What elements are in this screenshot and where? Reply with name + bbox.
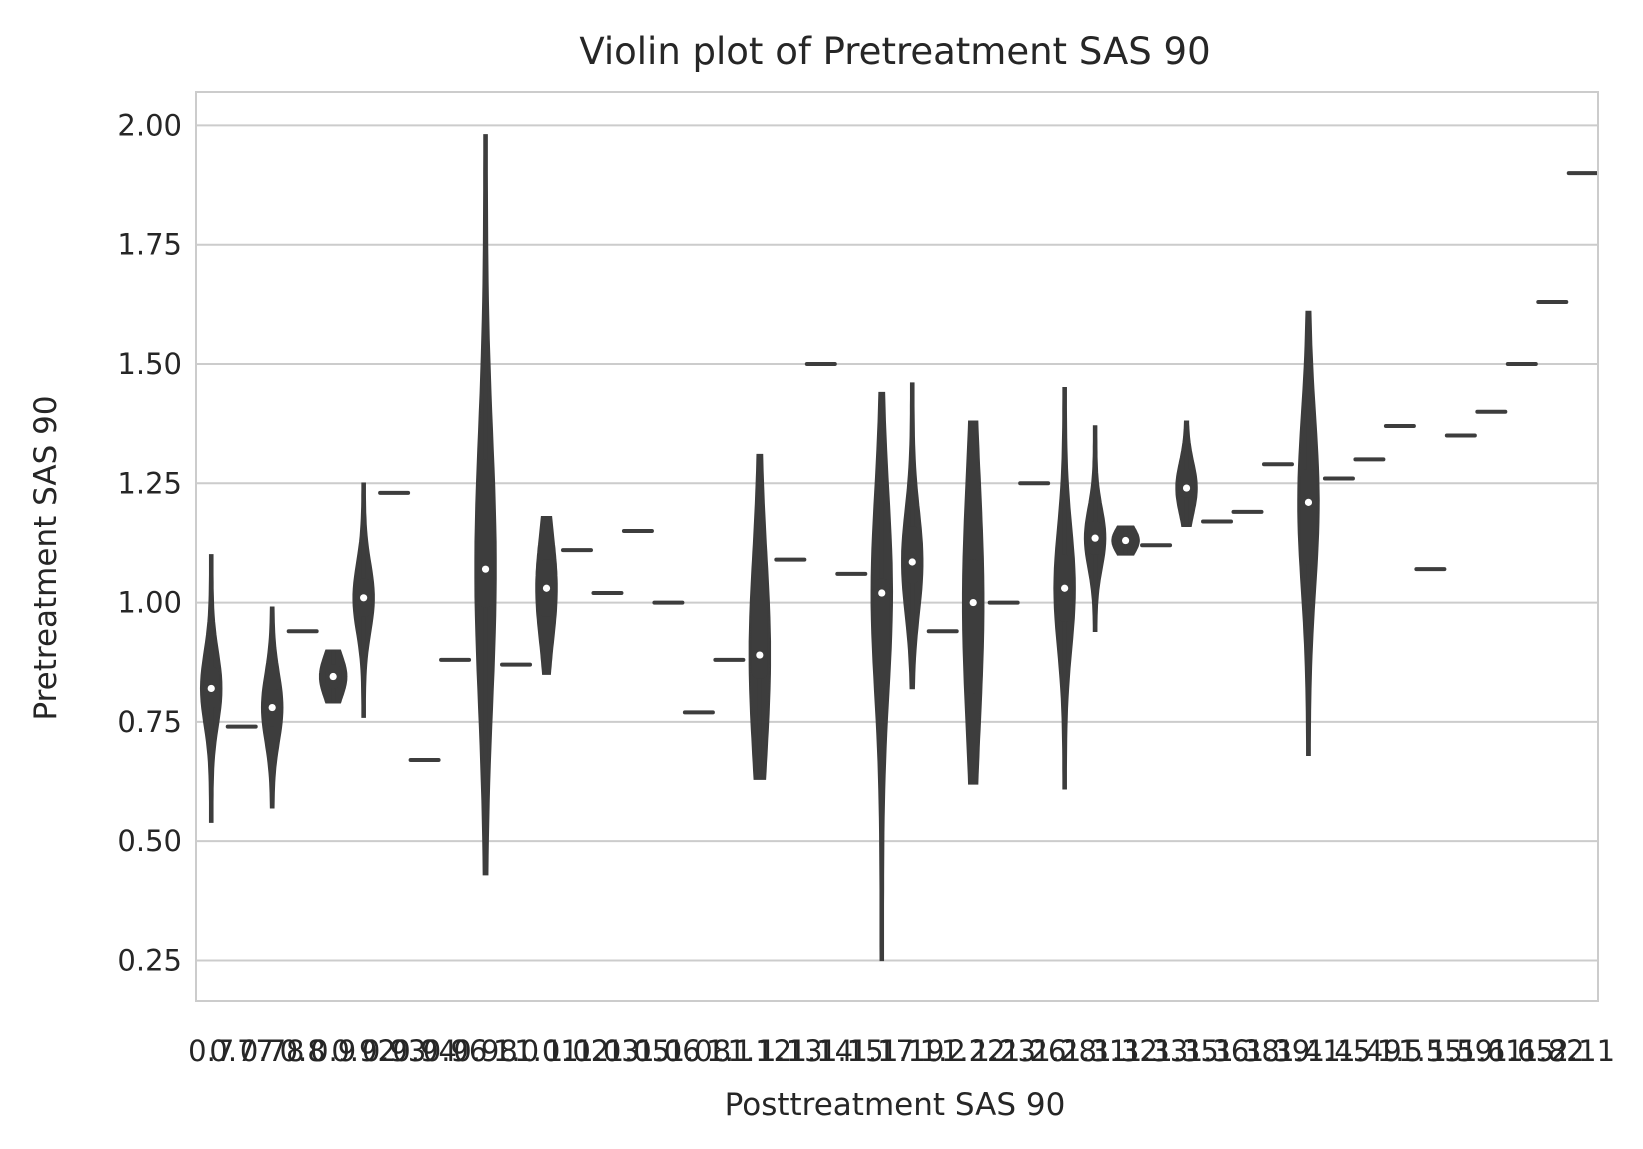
y-tick-label: 1.50	[117, 347, 182, 381]
violin	[1054, 388, 1075, 789]
violin-median-dot	[360, 594, 367, 601]
violin-median-dot	[756, 651, 763, 658]
violin	[1176, 421, 1197, 526]
grid-lines	[196, 125, 1598, 960]
violin	[536, 517, 557, 674]
y-axis-label: Pretreatment SAS 90	[28, 395, 64, 720]
violin-median-dot	[909, 558, 916, 565]
violin	[201, 555, 222, 822]
violin	[1298, 311, 1319, 755]
violin-median-dot	[482, 566, 489, 573]
violin	[749, 455, 770, 780]
violin-median-dot	[1092, 535, 1099, 542]
violin	[1085, 426, 1106, 631]
plot-frame	[196, 92, 1598, 1001]
violin-iqr-box	[478, 459, 494, 607]
violin	[353, 483, 374, 717]
y-tick-labels: 0.25 0.50 0.75 1.00 1.25 1.50 1.75 2.00	[117, 108, 182, 977]
violin-iqr-box	[1300, 469, 1316, 564]
violin-median-dot	[330, 673, 337, 680]
violin-median-dot	[970, 599, 977, 606]
violin-median-dot	[269, 704, 276, 711]
chart-title: Violin plot of Pretreatment SAS 90	[579, 30, 1210, 73]
violin-iqr-box	[752, 569, 768, 679]
y-tick-label: 0.75	[117, 705, 182, 739]
x-axis-label: Posttreatment SAS 90	[725, 1087, 1066, 1123]
violin	[320, 650, 347, 703]
violin-iqr-box	[965, 560, 981, 694]
y-tick-label: 1.75	[117, 228, 182, 262]
y-tick-label: 1.25	[117, 466, 182, 500]
x-tick-label: 2.11	[1550, 1034, 1615, 1068]
violin-median-dot	[1061, 585, 1068, 592]
violin-median-dot	[1183, 484, 1190, 491]
violin-median-dot	[208, 685, 215, 692]
violin-median-dot	[543, 585, 550, 592]
violin	[1112, 526, 1139, 555]
y-tick-label: 1.00	[117, 586, 182, 620]
x-tick-labels: 0.70.770.780.80.90.920.930.940.960.981.0…	[188, 1034, 1615, 1068]
violin	[262, 607, 283, 807]
violin-median-dot	[1305, 499, 1312, 506]
violins	[201, 135, 1597, 961]
violin-median-dot	[878, 589, 885, 596]
y-tick-label: 0.50	[117, 824, 182, 858]
violin	[871, 393, 892, 961]
violin	[963, 421, 984, 784]
violin	[902, 383, 923, 688]
y-tick-label: 0.25	[117, 943, 182, 977]
y-tick-label: 2.00	[117, 108, 182, 142]
violin-median-dot	[1122, 537, 1129, 544]
violin-iqr-box	[1179, 469, 1195, 498]
violin	[475, 135, 496, 875]
violin-iqr-box	[904, 526, 920, 583]
